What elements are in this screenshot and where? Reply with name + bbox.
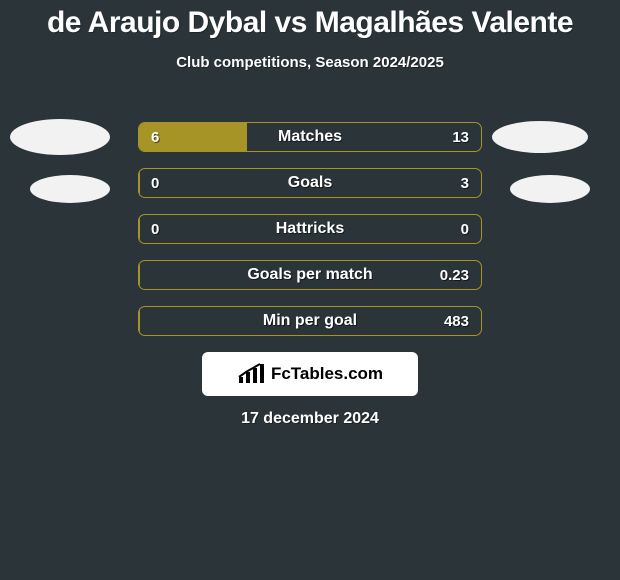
stat-bar-left-fill	[139, 169, 140, 197]
source-badge-text: FcTables.com	[271, 364, 383, 384]
bar-chart-icon	[237, 363, 265, 385]
stat-label: Goals per match	[139, 261, 481, 289]
stat-value-left: 0	[151, 169, 159, 197]
avatar	[492, 121, 588, 153]
stat-bar: Matches613	[138, 122, 482, 152]
stat-value-left: 0	[151, 215, 159, 243]
stat-row: Goals per match0.23	[0, 260, 620, 290]
stat-bar-left-fill	[139, 215, 140, 243]
stat-label: Goals	[139, 169, 481, 197]
stat-bar: Goals per match0.23	[138, 260, 482, 290]
date-text: 17 december 2024	[0, 410, 620, 428]
avatar	[510, 175, 590, 203]
page-title: de Araujo Dybal vs Magalhães Valente	[0, 0, 620, 40]
stat-value-right: 3	[461, 169, 469, 197]
stat-row: Min per goal483	[0, 306, 620, 336]
avatar	[10, 119, 110, 155]
stat-rows: Matches613Goals03Hattricks00Goals per ma…	[0, 122, 620, 352]
stat-value-right: 0.23	[440, 261, 469, 289]
stat-value-right: 0	[461, 215, 469, 243]
stat-label: Min per goal	[139, 307, 481, 335]
avatar	[30, 175, 110, 203]
stat-bar-left-fill	[139, 123, 247, 151]
stat-value-right: 13	[452, 123, 469, 151]
stat-bar: Min per goal483	[138, 306, 482, 336]
stat-bar-left-fill	[139, 261, 140, 289]
stat-label: Hattricks	[139, 215, 481, 243]
stat-row: Hattricks0 0	[0, 214, 620, 244]
stat-bar: Goals0 3	[138, 168, 482, 198]
comparison-infographic: de Araujo Dybal vs Magalhães Valente Clu…	[0, 0, 620, 580]
stat-bar: Hattricks0 0	[138, 214, 482, 244]
subtitle: Club competitions, Season 2024/2025	[0, 54, 620, 71]
stat-bar-left-fill	[139, 307, 140, 335]
source-badge: FcTables.com	[202, 352, 418, 396]
stat-value-right: 483	[444, 307, 469, 335]
